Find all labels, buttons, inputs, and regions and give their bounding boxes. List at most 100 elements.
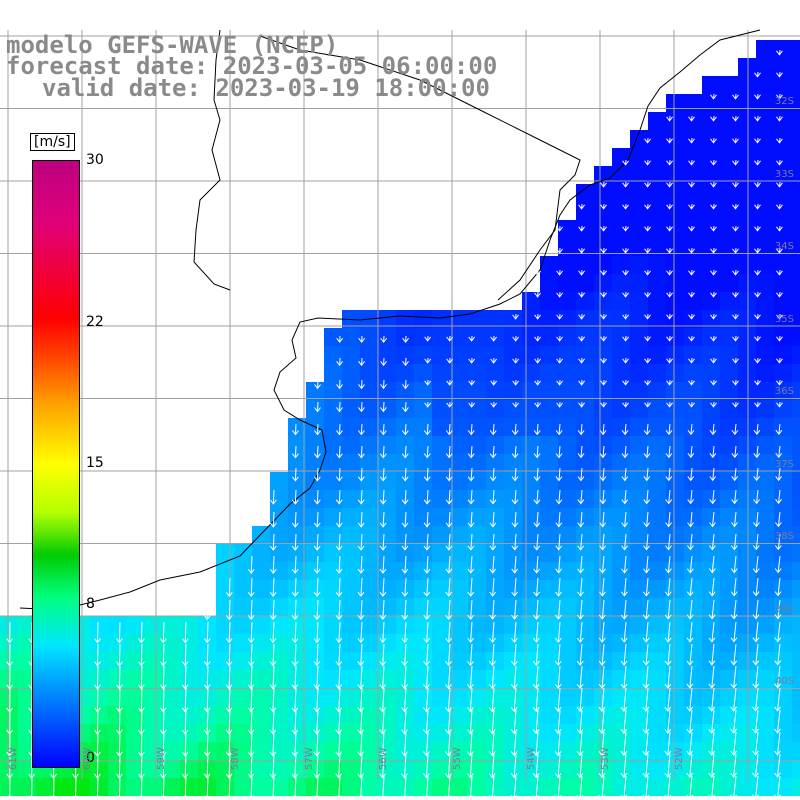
wind-speed-cell <box>666 508 684 526</box>
wind-speed-cell <box>126 634 144 652</box>
wind-arrow <box>732 247 739 254</box>
wind-speed-cell <box>720 328 738 346</box>
wind-speed-cell <box>684 112 702 130</box>
wind-speed-cell <box>162 670 180 688</box>
wind-arrow <box>379 731 386 757</box>
wind-speed-cell <box>540 652 558 670</box>
wind-speed-cell <box>288 706 306 724</box>
wind-arrow <box>401 665 408 690</box>
wind-arrow <box>6 643 14 667</box>
wind-speed-cell <box>108 706 126 724</box>
wind-arrow <box>576 621 584 643</box>
wind-speed-cell <box>738 598 756 616</box>
wind-arrow <box>313 533 321 551</box>
wind-arrow <box>401 489 409 505</box>
wind-speed-cell <box>432 454 450 472</box>
wind-speed-cell <box>252 724 270 742</box>
coastline <box>19 29 761 611</box>
wind-speed-cell <box>576 418 594 436</box>
wind-arrow <box>599 577 606 597</box>
wind-arrow <box>576 775 584 800</box>
wind-arrow <box>710 225 717 232</box>
wind-speed-cell <box>774 778 792 796</box>
wind-arrow <box>467 445 475 459</box>
wind-arrow <box>335 687 343 713</box>
wind-arrow <box>488 731 496 757</box>
wind-arrow <box>754 401 761 408</box>
wind-speed-cell <box>774 688 792 706</box>
wind-speed-cell <box>558 292 576 310</box>
wind-speed-cell <box>792 328 800 346</box>
wind-arrow <box>686 775 694 800</box>
wind-arrow <box>269 533 277 551</box>
wind-arrow <box>511 467 519 482</box>
wind-speed-cell <box>576 184 594 202</box>
wind-speed-cell <box>252 634 270 652</box>
wind-arrow <box>710 357 717 364</box>
wind-arrow <box>730 533 738 551</box>
wind-speed-cell <box>576 292 594 310</box>
wind-speed-cell <box>774 742 792 760</box>
wind-speed-cell <box>342 310 360 328</box>
wind-arrow <box>774 709 781 734</box>
wind-arrow <box>357 423 365 436</box>
wind-speed-cell <box>648 724 666 742</box>
wind-speed-cell <box>468 490 486 508</box>
wind-arrow <box>666 203 673 210</box>
wind-speed-cell <box>594 616 612 634</box>
wind-arrow <box>379 555 387 574</box>
wind-speed-cell <box>792 166 800 184</box>
wind-speed-cell <box>450 724 468 742</box>
wind-arrow <box>642 577 650 597</box>
wind-speed-cell <box>576 472 594 490</box>
wind-speed-cell <box>432 328 450 346</box>
wind-arrow <box>313 467 321 482</box>
wind-speed-cell <box>594 400 612 418</box>
wind-arrow <box>644 269 651 276</box>
wind-arrow <box>664 599 672 620</box>
wind-speed-cell <box>774 346 792 364</box>
wind-arrow <box>358 357 365 367</box>
wind-speed-cell <box>630 706 648 724</box>
wind-speed-cell <box>180 634 198 652</box>
wind-speed-cell <box>396 418 414 436</box>
wind-arrow <box>710 269 717 276</box>
wind-arrow <box>379 533 387 551</box>
wind-arrow <box>688 379 695 386</box>
wind-speed-cell <box>720 184 738 202</box>
wind-arrow <box>336 401 343 413</box>
wind-arrow <box>488 687 496 713</box>
wind-speed-cell <box>738 292 756 310</box>
wind-speed-cell <box>648 292 666 310</box>
wind-speed-cell <box>432 670 450 688</box>
wind-arrow <box>730 687 737 712</box>
wind-speed-cell <box>432 400 450 418</box>
wind-speed-cell <box>360 598 378 616</box>
wind-speed-cell <box>720 526 738 544</box>
wind-arrow <box>467 467 475 482</box>
wind-arrow <box>533 621 540 643</box>
wind-speed-cell <box>414 328 432 346</box>
wind-speed-cell <box>108 670 126 688</box>
wind-speed-cell <box>612 742 630 760</box>
wind-arrow <box>137 709 145 735</box>
wind-arrow <box>444 731 452 757</box>
wind-speed-cell <box>702 382 720 400</box>
wind-speed-cell <box>738 490 756 508</box>
wind-speed-cell <box>486 364 504 382</box>
wind-speed-cell <box>108 778 126 796</box>
wind-speed-cell <box>702 526 720 544</box>
wind-speed-cell <box>468 508 486 526</box>
wind-speed-cell <box>324 400 342 418</box>
wind-arrow <box>401 753 408 779</box>
wind-speed-cell <box>702 112 720 130</box>
wind-arrow <box>599 555 606 574</box>
wind-speed-cell <box>306 634 324 652</box>
wind-speed-cell <box>648 184 666 202</box>
wind-speed-cell <box>486 760 504 778</box>
wind-arrow <box>468 357 476 364</box>
wind-speed-cell <box>720 166 738 184</box>
wind-speed-cell <box>630 688 648 706</box>
wind-arrow <box>357 599 365 621</box>
